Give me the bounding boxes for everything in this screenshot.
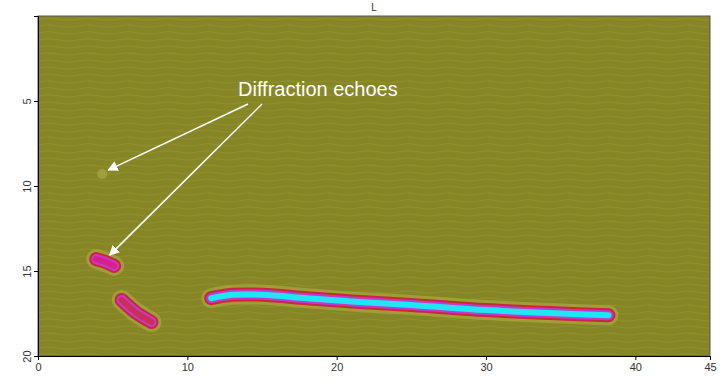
y-tick-mark	[34, 356, 38, 357]
x-axis: 0 10 20 30 40 45	[35, 356, 716, 373]
y-axis-line	[34, 17, 39, 357]
chart: 0 10 20 30 40 45 5 10 15 20 Diffraction echoes L	[0, 0, 724, 382]
y-tick: 20	[21, 350, 38, 362]
x-tick-mark	[187, 356, 188, 360]
echo-line	[96, 259, 114, 266]
echo-line	[211, 294, 608, 315]
echo-line	[96, 259, 114, 266]
y-axis: 5 10 15 20	[21, 17, 39, 363]
x-tick-label: 45	[704, 361, 716, 373]
annotation-text: Diffraction echoes	[238, 78, 398, 100]
x-tick: 30	[480, 356, 492, 373]
echo-line	[211, 294, 608, 315]
echo-line	[211, 294, 608, 315]
echo-line	[122, 300, 152, 322]
echo-line	[96, 259, 114, 266]
x-tick-mark	[486, 356, 487, 360]
echo-line	[96, 259, 114, 266]
x-tick: 10	[182, 356, 194, 373]
x-tick: 0	[35, 356, 41, 373]
x-tick-label: 20	[331, 361, 343, 373]
echo-line	[211, 294, 608, 315]
x-tick-mark	[710, 356, 711, 360]
y-tick: 10	[21, 180, 38, 192]
x-tick-mark	[635, 356, 636, 360]
x-tick-label: 40	[630, 361, 642, 373]
x-tick: 40	[630, 356, 642, 373]
plot-background	[38, 16, 710, 356]
echo-line	[122, 300, 152, 322]
x-tick-label: 30	[480, 361, 492, 373]
plot: 0 10 20 30 40 45 5 10 15 20 Diffraction echoes	[21, 16, 717, 373]
echo-line	[122, 300, 152, 322]
y-tick: 5	[21, 98, 38, 104]
y-tick-mark	[34, 101, 38, 102]
x-tick: 20	[331, 356, 343, 373]
y-tick-mark	[34, 186, 38, 187]
x-axis-line	[39, 357, 711, 361]
y-tick-label: 10	[21, 180, 33, 192]
plot-frame	[38, 16, 710, 356]
y-tick-label: 15	[21, 265, 33, 277]
echo-point	[97, 169, 107, 179]
x-tick: 45	[704, 356, 716, 373]
x-tick-label: 10	[182, 361, 194, 373]
y-tick-mark	[34, 271, 38, 272]
annotation-arrow	[108, 104, 248, 170]
x-tick-mark	[337, 356, 338, 360]
echo-line	[122, 300, 152, 322]
x-tick-label: 0	[35, 361, 41, 373]
title: L	[371, 2, 377, 13]
y-tick-label: 5	[21, 98, 33, 104]
y-tick: 15	[21, 265, 38, 277]
y-tick-label: 20	[21, 350, 33, 362]
annotation-arrow	[110, 104, 262, 255]
